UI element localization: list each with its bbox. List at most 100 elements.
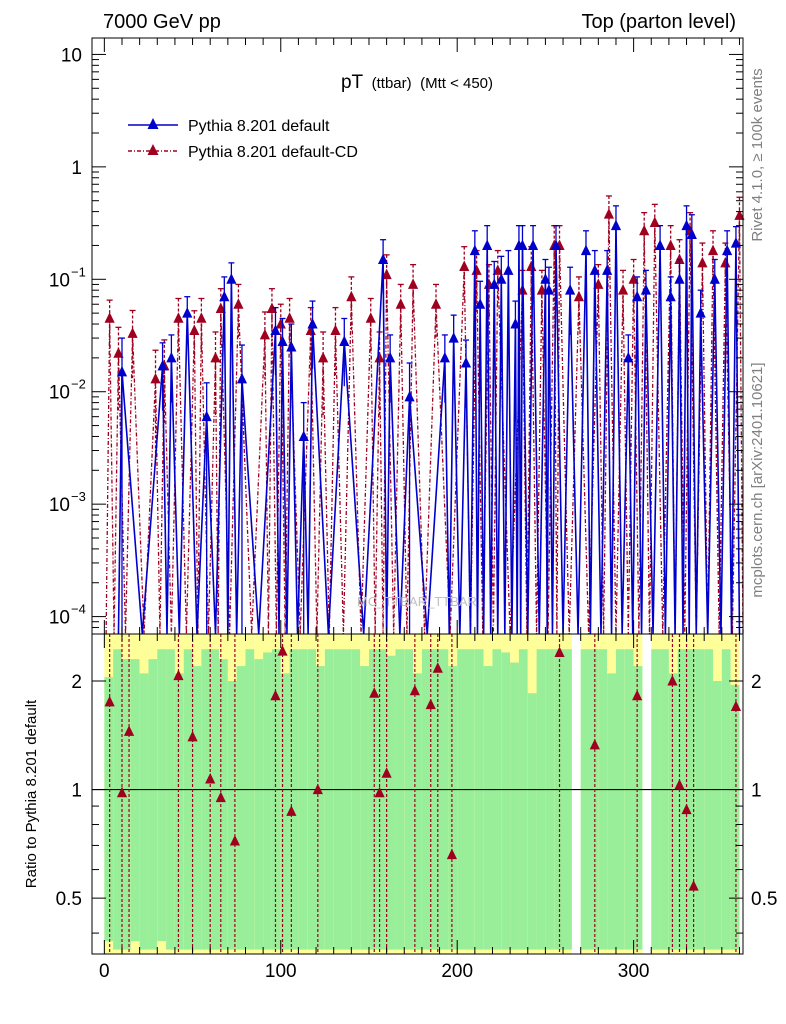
- band-inner-bin: [563, 649, 572, 950]
- title-sub: (ttbar): [372, 75, 412, 92]
- title-cut: (Mtt < 450): [420, 75, 493, 92]
- ratio-panel: [92, 634, 743, 954]
- ratio-marker: [432, 662, 443, 673]
- data-marker: [196, 312, 207, 323]
- data-marker: [182, 307, 193, 318]
- ratio-marker: [674, 778, 685, 790]
- band-inner-bin: [192, 666, 202, 950]
- data-marker: [697, 256, 708, 268]
- data-marker: [526, 260, 537, 271]
- data-marker: [722, 244, 733, 256]
- band-inner-bin: [677, 649, 687, 950]
- main-ytick-label: 10: [61, 45, 82, 66]
- data-marker: [695, 307, 706, 318]
- data-marker: [189, 324, 200, 336]
- band-inner-bin: [545, 649, 555, 950]
- ratio-ytick-label-right: 0.5: [751, 889, 777, 910]
- legend-marker-cd: [147, 144, 159, 155]
- band-inner-bin: [668, 673, 678, 950]
- ratio-marker: [409, 684, 420, 696]
- data-marker: [236, 372, 248, 384]
- data-marker: [580, 244, 592, 256]
- data-marker: [471, 264, 482, 275]
- ratio-marker: [277, 645, 288, 656]
- data-marker: [157, 359, 168, 371]
- ratio-ytick-label-left: 1: [71, 781, 82, 802]
- data-marker: [550, 239, 562, 250]
- data-marker: [469, 244, 480, 256]
- data-marker: [517, 239, 528, 250]
- data-marker: [720, 256, 731, 268]
- band-inner-bin: [289, 649, 299, 950]
- data-marker: [365, 312, 376, 323]
- data-marker: [573, 290, 585, 302]
- data-marker: [482, 239, 493, 250]
- band-inner-bin: [333, 649, 343, 950]
- band-inner-bin: [492, 649, 502, 950]
- ratio-marker: [446, 848, 458, 860]
- band-inner-bin: [730, 684, 740, 950]
- band-inner-bin: [174, 673, 184, 950]
- band-inner-bin: [430, 649, 440, 950]
- ratio-marker: [374, 786, 385, 798]
- band-inner-bin: [518, 649, 528, 950]
- ratio-marker: [688, 880, 699, 891]
- band-inner-bin: [104, 677, 114, 942]
- ratio-marker: [187, 730, 198, 742]
- band-inner-bin: [245, 649, 255, 950]
- watermark: MC_TTBAR_TTBAR: [357, 594, 477, 609]
- band-inner-bin: [598, 649, 608, 950]
- band-inner-bin: [660, 649, 669, 950]
- band-inner-bin: [166, 649, 175, 950]
- data-marker: [674, 253, 685, 264]
- main-ytick-exponent: −2: [71, 377, 86, 392]
- ratio-marker: [116, 786, 128, 798]
- band-inner-bin: [536, 649, 546, 950]
- ratio-marker: [369, 687, 380, 698]
- data-marker: [259, 328, 270, 340]
- data-marker: [617, 284, 629, 295]
- data-marker: [640, 284, 652, 295]
- band-inner-bin: [298, 649, 308, 950]
- band-inner-bin: [448, 666, 458, 950]
- xtick-label: 100: [265, 961, 297, 982]
- data-marker: [460, 357, 472, 368]
- data-marker: [610, 219, 622, 231]
- band-inner-bin: [360, 666, 369, 950]
- band-inner-bin: [280, 673, 290, 950]
- data-marker: [318, 351, 329, 363]
- band-inner-bin: [254, 659, 264, 950]
- data-marker: [527, 239, 539, 250]
- ratio-marker: [312, 783, 323, 795]
- band-inner-bin: [686, 649, 696, 950]
- data-marker: [439, 351, 450, 363]
- main-ytick-label: 10: [49, 608, 70, 629]
- data-marker: [649, 216, 660, 227]
- xtick-label: 200: [441, 961, 473, 982]
- data-marker: [275, 318, 286, 329]
- ratio-marker: [667, 675, 678, 686]
- ratio-marker: [286, 805, 297, 816]
- band-inner-bin: [316, 666, 325, 950]
- data-marker: [489, 278, 500, 289]
- band-inner-bin: [324, 649, 334, 950]
- main-ytick-label: 10: [49, 495, 70, 516]
- ratio-marker: [104, 695, 115, 707]
- band-inner-bin: [157, 649, 167, 942]
- data-marker: [266, 302, 278, 313]
- band-inner-bin: [236, 666, 246, 950]
- band-inner-bin: [527, 693, 537, 950]
- data-marker: [603, 208, 615, 219]
- band-inner-bin: [421, 649, 431, 950]
- band-inner-bin: [439, 649, 449, 950]
- data-marker: [639, 224, 650, 236]
- data-marker: [686, 228, 697, 240]
- band-inner-bin: [201, 649, 211, 950]
- data-marker: [709, 273, 720, 284]
- data-marker: [277, 335, 288, 346]
- band-inner-bin: [342, 649, 352, 950]
- ratio-marker: [215, 791, 226, 803]
- data-marker: [104, 312, 115, 323]
- legend: Pythia 8.201 default Pythia 8.201 defaul…: [128, 118, 358, 161]
